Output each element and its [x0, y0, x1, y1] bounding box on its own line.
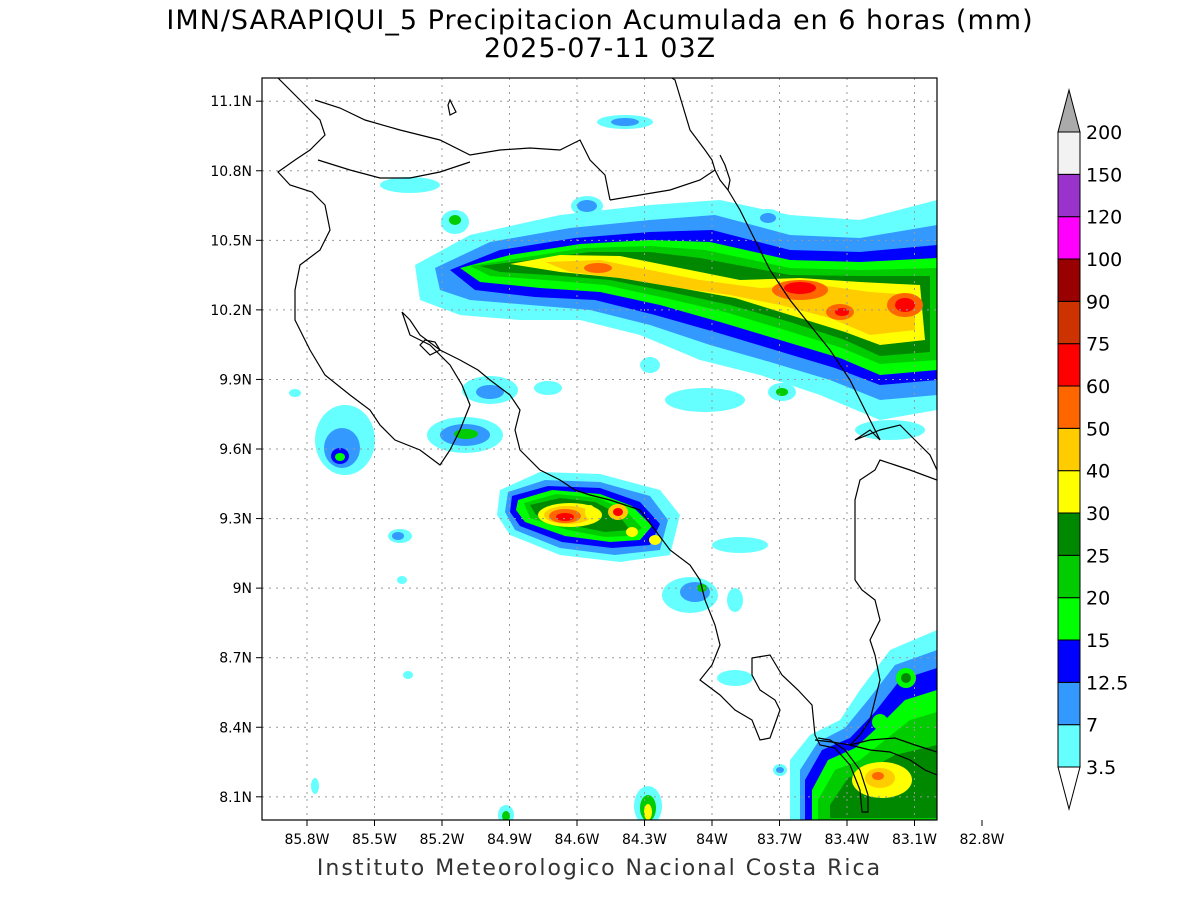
lat-tick-label: 9.9N [219, 372, 252, 388]
colorbar-label: 30 [1086, 503, 1110, 525]
colorbar-top-arrow [1057, 88, 1081, 133]
lat-tick-label: 9.6N [219, 442, 252, 458]
colorbar-swatch [1057, 512, 1081, 556]
colorbar-swatch [1057, 343, 1081, 387]
caribbean-coastline [314, 99, 611, 201]
colorbar-label: 12.5 [1086, 672, 1128, 694]
colorbar-label: 150 [1086, 164, 1122, 186]
lat-tick-label: 9N [233, 581, 252, 597]
colorbar-label: 15 [1086, 630, 1110, 652]
colorbar-swatch [1057, 681, 1081, 726]
colorbar-label: 20 [1086, 588, 1110, 610]
colorbar-label: 50 [1086, 418, 1110, 440]
colorbar-swatch [1057, 639, 1081, 683]
panama-border [849, 579, 881, 746]
lon-tick-label: 84.3W [622, 832, 667, 848]
lon-tick-label: 83.1W [892, 832, 937, 848]
lon-tick-label: 84.9W [487, 832, 532, 848]
colorbar-swatch [1057, 216, 1081, 260]
colorbar-label: 90 [1086, 291, 1110, 313]
colorbar-swatch [1057, 597, 1081, 641]
map-date: 2025-07-11 03Z [483, 33, 717, 64]
map-grid [262, 78, 937, 820]
precipitation-field [289, 115, 937, 820]
lon-tick-label: 84.6W [554, 832, 599, 848]
colorbar-swatch [1057, 470, 1081, 514]
colorbar-label: 7 [1086, 715, 1098, 737]
axis-ticks: 11.1N 10.8N 10.5N 10.2N 9.9N 9.6N 9.3N 9N 8.7N 8.… [210, 94, 1004, 848]
coastlines-borders [277, 78, 937, 813]
lat-tick-label: 8.1N [219, 790, 252, 806]
lon-tick-label: 82.8W [959, 832, 1004, 848]
pacific-coastline [277, 78, 869, 813]
colorbar-swatch [1057, 385, 1081, 429]
colorbar-label: 75 [1086, 334, 1110, 356]
lon-tick-label: 85.2W [419, 832, 464, 848]
colorbar-label: 100 [1086, 249, 1122, 271]
lat-tick-label: 8.7N [219, 651, 252, 667]
lon-tick-label: 84W [696, 832, 728, 848]
caribbean-coast-east [727, 189, 881, 441]
colorbar-label: 40 [1086, 461, 1110, 483]
colorbar-label: 60 [1086, 376, 1110, 398]
colorbar-swatch [1057, 554, 1081, 599]
lon-tick-label: 85.5W [352, 832, 397, 848]
lon-tick-label: 85.8W [284, 832, 329, 848]
lat-tick-label: 10.5N [210, 233, 252, 249]
lon-tick-label: 83.4W [824, 832, 869, 848]
colorbar-swatch [1057, 427, 1081, 472]
colorbar-swatch [1057, 131, 1081, 175]
colorbar-label: 200 [1086, 122, 1122, 144]
colorbar-bottom-arrow [1057, 766, 1081, 811]
colorbar-label: 120 [1086, 207, 1122, 229]
lat-tick-label: 10.8N [210, 164, 252, 180]
map-credit: Instituto Meteorologico Nacional Costa R… [316, 856, 883, 881]
map-title: IMN/SARAPIQUI_5 Precipitacion Acumulada … [166, 5, 1034, 36]
colorbar-swatch [1057, 173, 1081, 218]
lat-tick-label: 11.1N [210, 94, 252, 110]
colorbar-swatch [1057, 300, 1081, 345]
colorbar-swatch [1057, 258, 1081, 302]
colorbar-label: 3.5 [1086, 757, 1116, 779]
colorbar-swatch [1057, 724, 1081, 768]
lon-tick-label: 83.7W [757, 832, 802, 848]
nicaragua-costa-rica-border [609, 78, 716, 201]
colorbar-label: 25 [1086, 545, 1110, 567]
lat-tick-label: 9.3N [219, 512, 252, 528]
lat-tick-label: 8.4N [219, 720, 252, 736]
lat-tick-label: 10.2N [210, 303, 252, 319]
color-legend: 3.5 7 12.5 15 20 25 30 40 50 60 75 90 100 120 150 200 [1057, 88, 1128, 811]
